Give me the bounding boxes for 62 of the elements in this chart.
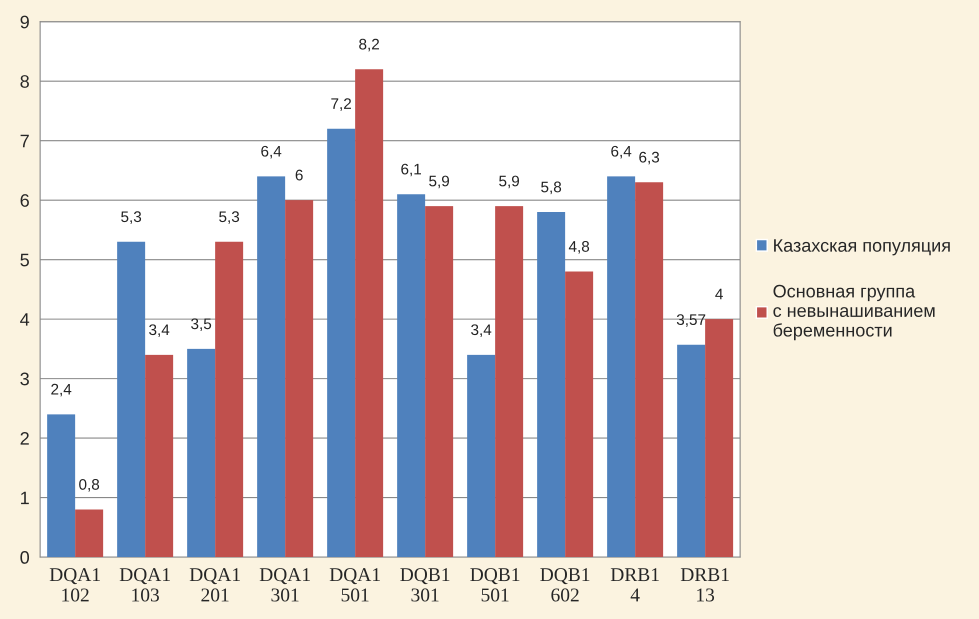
data-label: 5,8 xyxy=(541,182,562,194)
data-label: 3,5 xyxy=(191,318,212,331)
x-tick-label: DQB1 301 xyxy=(400,568,450,602)
x-tick-label: DQA1 201 xyxy=(190,568,240,602)
legend-label: Основная группа с невынашиванием беременности xyxy=(773,284,935,340)
data-label: 3,4 xyxy=(471,324,492,337)
bar xyxy=(187,348,216,558)
bar xyxy=(47,414,76,558)
data-label: 6,4 xyxy=(261,146,282,158)
data-label: 8,2 xyxy=(359,38,379,52)
bar xyxy=(425,206,454,558)
data-label: 6,1 xyxy=(401,164,422,176)
y-tick-label: 3 xyxy=(20,372,29,386)
bar xyxy=(215,242,244,558)
data-label: 5,9 xyxy=(499,176,520,188)
bar xyxy=(355,69,384,558)
y-tick-label: 1 xyxy=(21,492,29,504)
bar xyxy=(495,206,524,558)
y-tick-label: 6 xyxy=(20,194,29,207)
data-label: 6,3 xyxy=(639,152,660,164)
y-tick-label: 5 xyxy=(20,254,29,266)
data-label: 7,2 xyxy=(331,98,351,111)
bar xyxy=(327,128,356,558)
y-tick-label: 4 xyxy=(20,313,30,326)
bar xyxy=(537,212,566,558)
legend-label: Казахская популяция xyxy=(774,239,950,256)
data-label: 2,4 xyxy=(51,384,72,396)
data-label: 4 xyxy=(715,288,723,300)
data-label: 5,9 xyxy=(429,176,450,188)
x-tick-label: DRB1 13 xyxy=(680,568,729,602)
bar xyxy=(705,319,734,558)
y-tick-label: 9 xyxy=(20,16,29,28)
bar xyxy=(467,354,496,558)
bar xyxy=(565,272,594,558)
x-tick-label: DRB1 4 xyxy=(610,568,659,602)
data-label: 6,4 xyxy=(611,146,632,158)
data-label: 5,3 xyxy=(121,211,142,224)
bar xyxy=(257,176,286,558)
data-label: 6 xyxy=(296,170,303,180)
bar xyxy=(145,354,174,558)
y-tick-label: 2 xyxy=(20,432,29,445)
bar xyxy=(635,182,664,558)
data-label: 5,3 xyxy=(219,211,240,224)
x-tick-label: DQB1 501 xyxy=(470,568,520,602)
x-tick-label: DQA1 102 xyxy=(50,568,100,602)
bar xyxy=(677,344,706,558)
y-tick-label: 8 xyxy=(20,75,29,88)
x-tick-label: DQA1 301 xyxy=(260,568,310,602)
data-label: 0,8 xyxy=(79,479,100,492)
data-label: 3,4 xyxy=(149,324,170,337)
y-tick-label: 7 xyxy=(20,134,29,148)
bar xyxy=(75,510,104,558)
bar xyxy=(285,200,314,558)
x-tick-label: DQB1 602 xyxy=(540,568,590,602)
y-tick-label: 0 xyxy=(20,551,30,564)
x-tick-label: DQA1 103 xyxy=(120,568,170,602)
bar xyxy=(607,176,636,558)
bar xyxy=(397,194,426,558)
bar xyxy=(117,242,146,558)
x-tick-label: DQA1 501 xyxy=(330,568,380,602)
data-label: 3,57 xyxy=(676,314,706,327)
data-label: 4,8 xyxy=(568,241,590,254)
